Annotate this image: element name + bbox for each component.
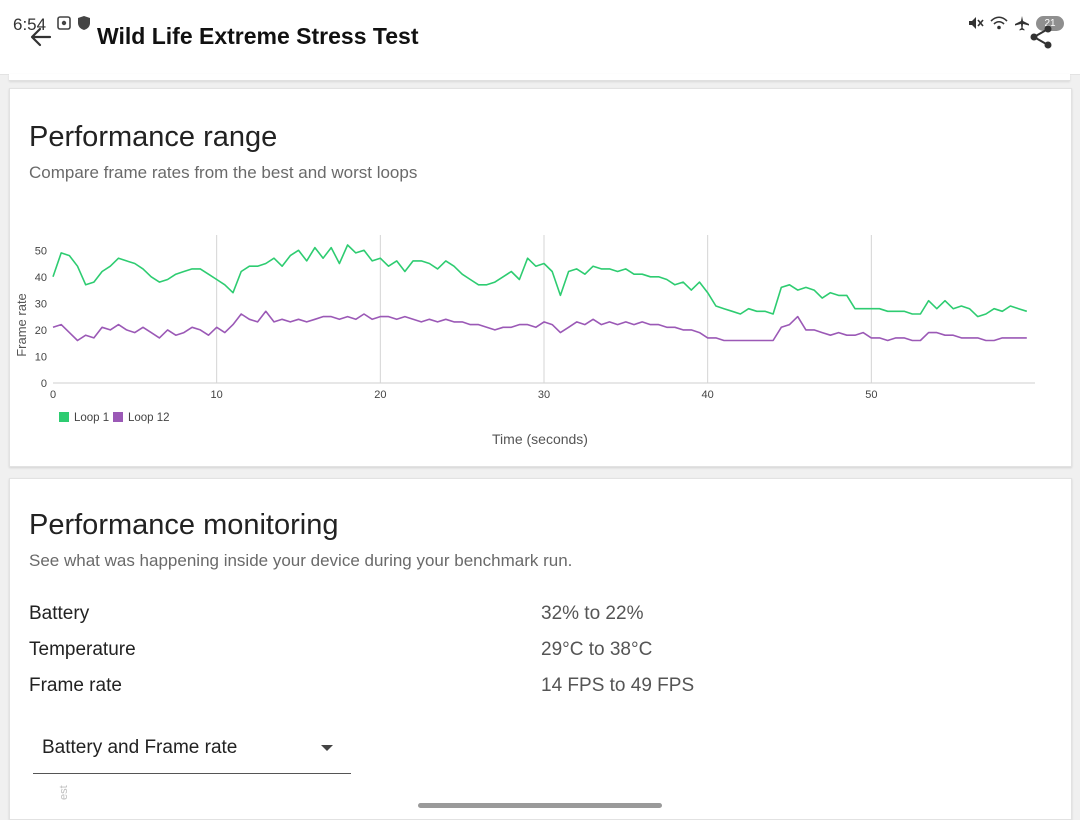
legend-swatch-loop-1 (59, 412, 69, 422)
battery-icon: 21 (1036, 15, 1064, 31)
chart-x-tick-label: 30 (538, 389, 550, 401)
frame-rate-label: Frame rate (29, 675, 122, 696)
legend-label-loop-12: Loop 12 (128, 412, 170, 424)
chart-y-tick-label: 0 (41, 378, 47, 390)
chart-legend: Loop 1 Loop 12 (59, 412, 170, 424)
chart-y-tick-label: 20 (35, 325, 47, 337)
performance-monitoring-card: Performance monitoring See what was happ… (9, 478, 1072, 820)
chart-y-tick-label: 10 (35, 351, 47, 363)
chart-y-tick-label: 30 (35, 298, 47, 310)
performance-monitoring-subtitle: See what was happening inside your devic… (29, 551, 573, 570)
dropdown-selected-value: Battery and Frame rate (42, 737, 238, 758)
temperature-label: Temperature (29, 639, 136, 660)
chart-x-tick-label: 20 (374, 389, 386, 401)
home-indicator[interactable] (418, 803, 662, 808)
status-left-icons (56, 15, 92, 31)
legend-label-loop-1: Loop 1 (74, 412, 109, 424)
chart-y-tick-label: 50 (35, 245, 47, 257)
performance-monitoring-title: Performance monitoring (29, 509, 339, 541)
frame-rate-value: 14 FPS to 49 FPS (541, 675, 695, 696)
chart-y-ticks: 0 10 20 30 40 50 (35, 245, 47, 390)
performance-range-title: Performance range (29, 121, 278, 153)
chart-x-tick-label: 0 (50, 389, 56, 401)
chart-y-tick-label: 40 (35, 272, 47, 284)
frame-rate-chart: 0 10 20 30 40 50 0 10 20 30 40 50 Frame rate Time … (14, 235, 1035, 447)
performance-range-subtitle: Compare frame rates from the best and wo… (29, 163, 418, 182)
back-arrow-icon[interactable] (28, 24, 54, 50)
chart-grid (53, 235, 1035, 384)
airplane-icon (1015, 16, 1029, 31)
chart-series (52, 244, 1028, 342)
shield-icon (76, 15, 92, 31)
performance-range-card: Performance range Compare frame rates fr… (9, 88, 1072, 467)
temperature-value: 29°C to 38°C (541, 639, 653, 660)
chart-x-tick-label: 50 (865, 389, 877, 401)
series-line-loop-12 (52, 310, 1027, 342)
chart-x-tick-label: 10 (211, 389, 223, 401)
page-title: Wild Life Extreme Stress Test (97, 23, 419, 49)
battery-value: 32% to 22% (541, 603, 644, 624)
chevron-down-icon (321, 745, 333, 751)
app-bar: 6:54 21 Wild Life Extreme Stress Test (0, 0, 1080, 75)
status-right-icons: 21 (967, 15, 1064, 31)
wifi-icon (990, 16, 1008, 30)
series-line-loop-1 (52, 244, 1028, 318)
legend-swatch-loop-12 (113, 412, 123, 422)
chart-metric-dropdown[interactable]: Battery and Frame rate (33, 729, 351, 774)
status-time: 6:54 (13, 15, 47, 34)
chart-x-tick-label: 40 (702, 389, 714, 401)
chart-x-label: Time (seconds) (492, 431, 588, 447)
cut-off-text: est (58, 785, 70, 800)
mute-icon (969, 17, 984, 29)
share-icon[interactable] (1028, 24, 1054, 50)
chart-y-label: Frame rate (14, 293, 29, 357)
battery-label: Battery (29, 603, 90, 624)
previous-card-edge (9, 74, 1070, 81)
screenshot-icon (56, 15, 72, 31)
chart-x-ticks: 0 10 20 30 40 50 (50, 389, 878, 401)
